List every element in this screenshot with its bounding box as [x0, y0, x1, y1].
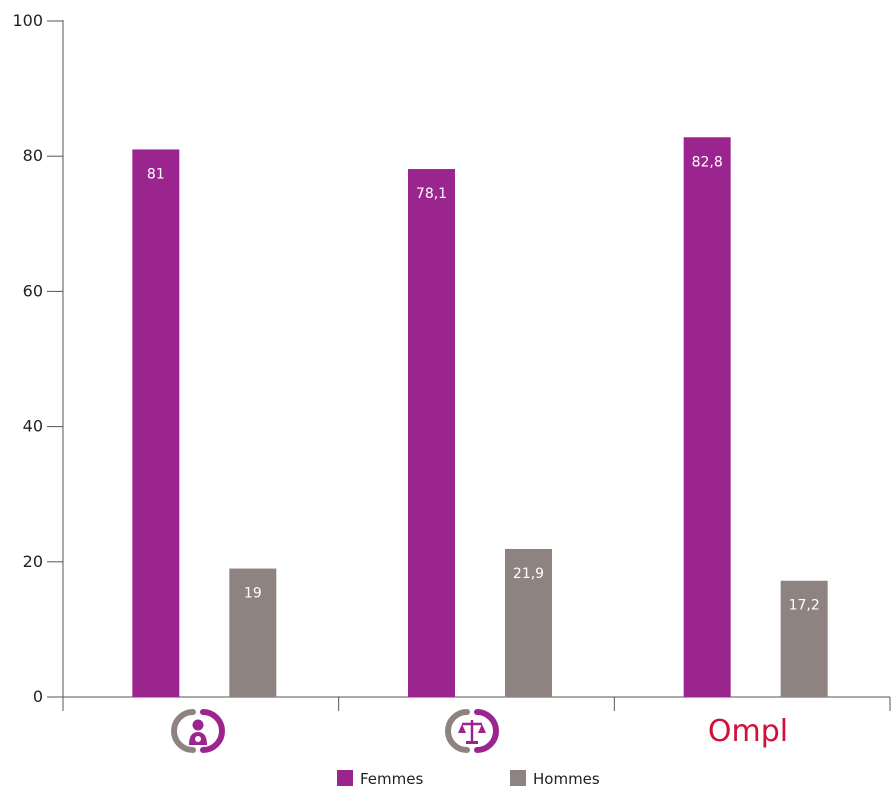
legend: Femmes Hommes	[337, 770, 600, 788]
ompl-logo: Ompl	[708, 714, 788, 749]
category-icon-1	[171, 709, 225, 753]
y-ticks: 0 20 40 60 80 100	[12, 11, 63, 706]
y-tick-label: 40	[23, 417, 43, 436]
legend-swatch-femmes	[337, 770, 353, 786]
bar-hommes-2	[505, 548, 552, 697]
legend-swatch-hommes	[510, 770, 526, 786]
justice-scales-icon	[445, 709, 499, 753]
x-ticks	[62, 697, 891, 711]
bar-femmes-2	[408, 169, 455, 697]
legend-item-femmes: Femmes	[337, 770, 423, 788]
axes	[62, 20, 890, 698]
data-label-hommes-1: 19	[244, 586, 262, 602]
legend-item-hommes: Hommes	[510, 770, 600, 788]
bars: 81 78,1 82,8 19 21,9 17,2	[132, 137, 828, 698]
bar-femmes-3	[683, 137, 731, 698]
bar-hommes-1	[229, 568, 277, 697]
y-tick-label: 0	[33, 687, 43, 706]
legend-label-femmes: Femmes	[360, 770, 423, 788]
bar-hommes-3	[780, 580, 828, 697]
bar-femmes-1	[132, 149, 180, 697]
data-label-femmes-2: 78,1	[416, 186, 447, 202]
family-person-icon	[171, 709, 225, 753]
y-tick-label: 100	[12, 11, 43, 30]
data-label-hommes-3: 17,2	[789, 598, 820, 614]
category-icon-2	[445, 709, 499, 753]
category-icon-3: Ompl	[708, 714, 788, 749]
data-label-hommes-2: 21,9	[513, 566, 544, 582]
y-tick-label: 60	[23, 281, 43, 300]
y-tick-label: 80	[23, 146, 43, 165]
data-label-femmes-3: 82,8	[692, 154, 723, 170]
legend-label-hommes: Hommes	[533, 770, 600, 788]
data-label-femmes-1: 81	[147, 166, 165, 182]
y-tick-label: 20	[23, 552, 43, 571]
